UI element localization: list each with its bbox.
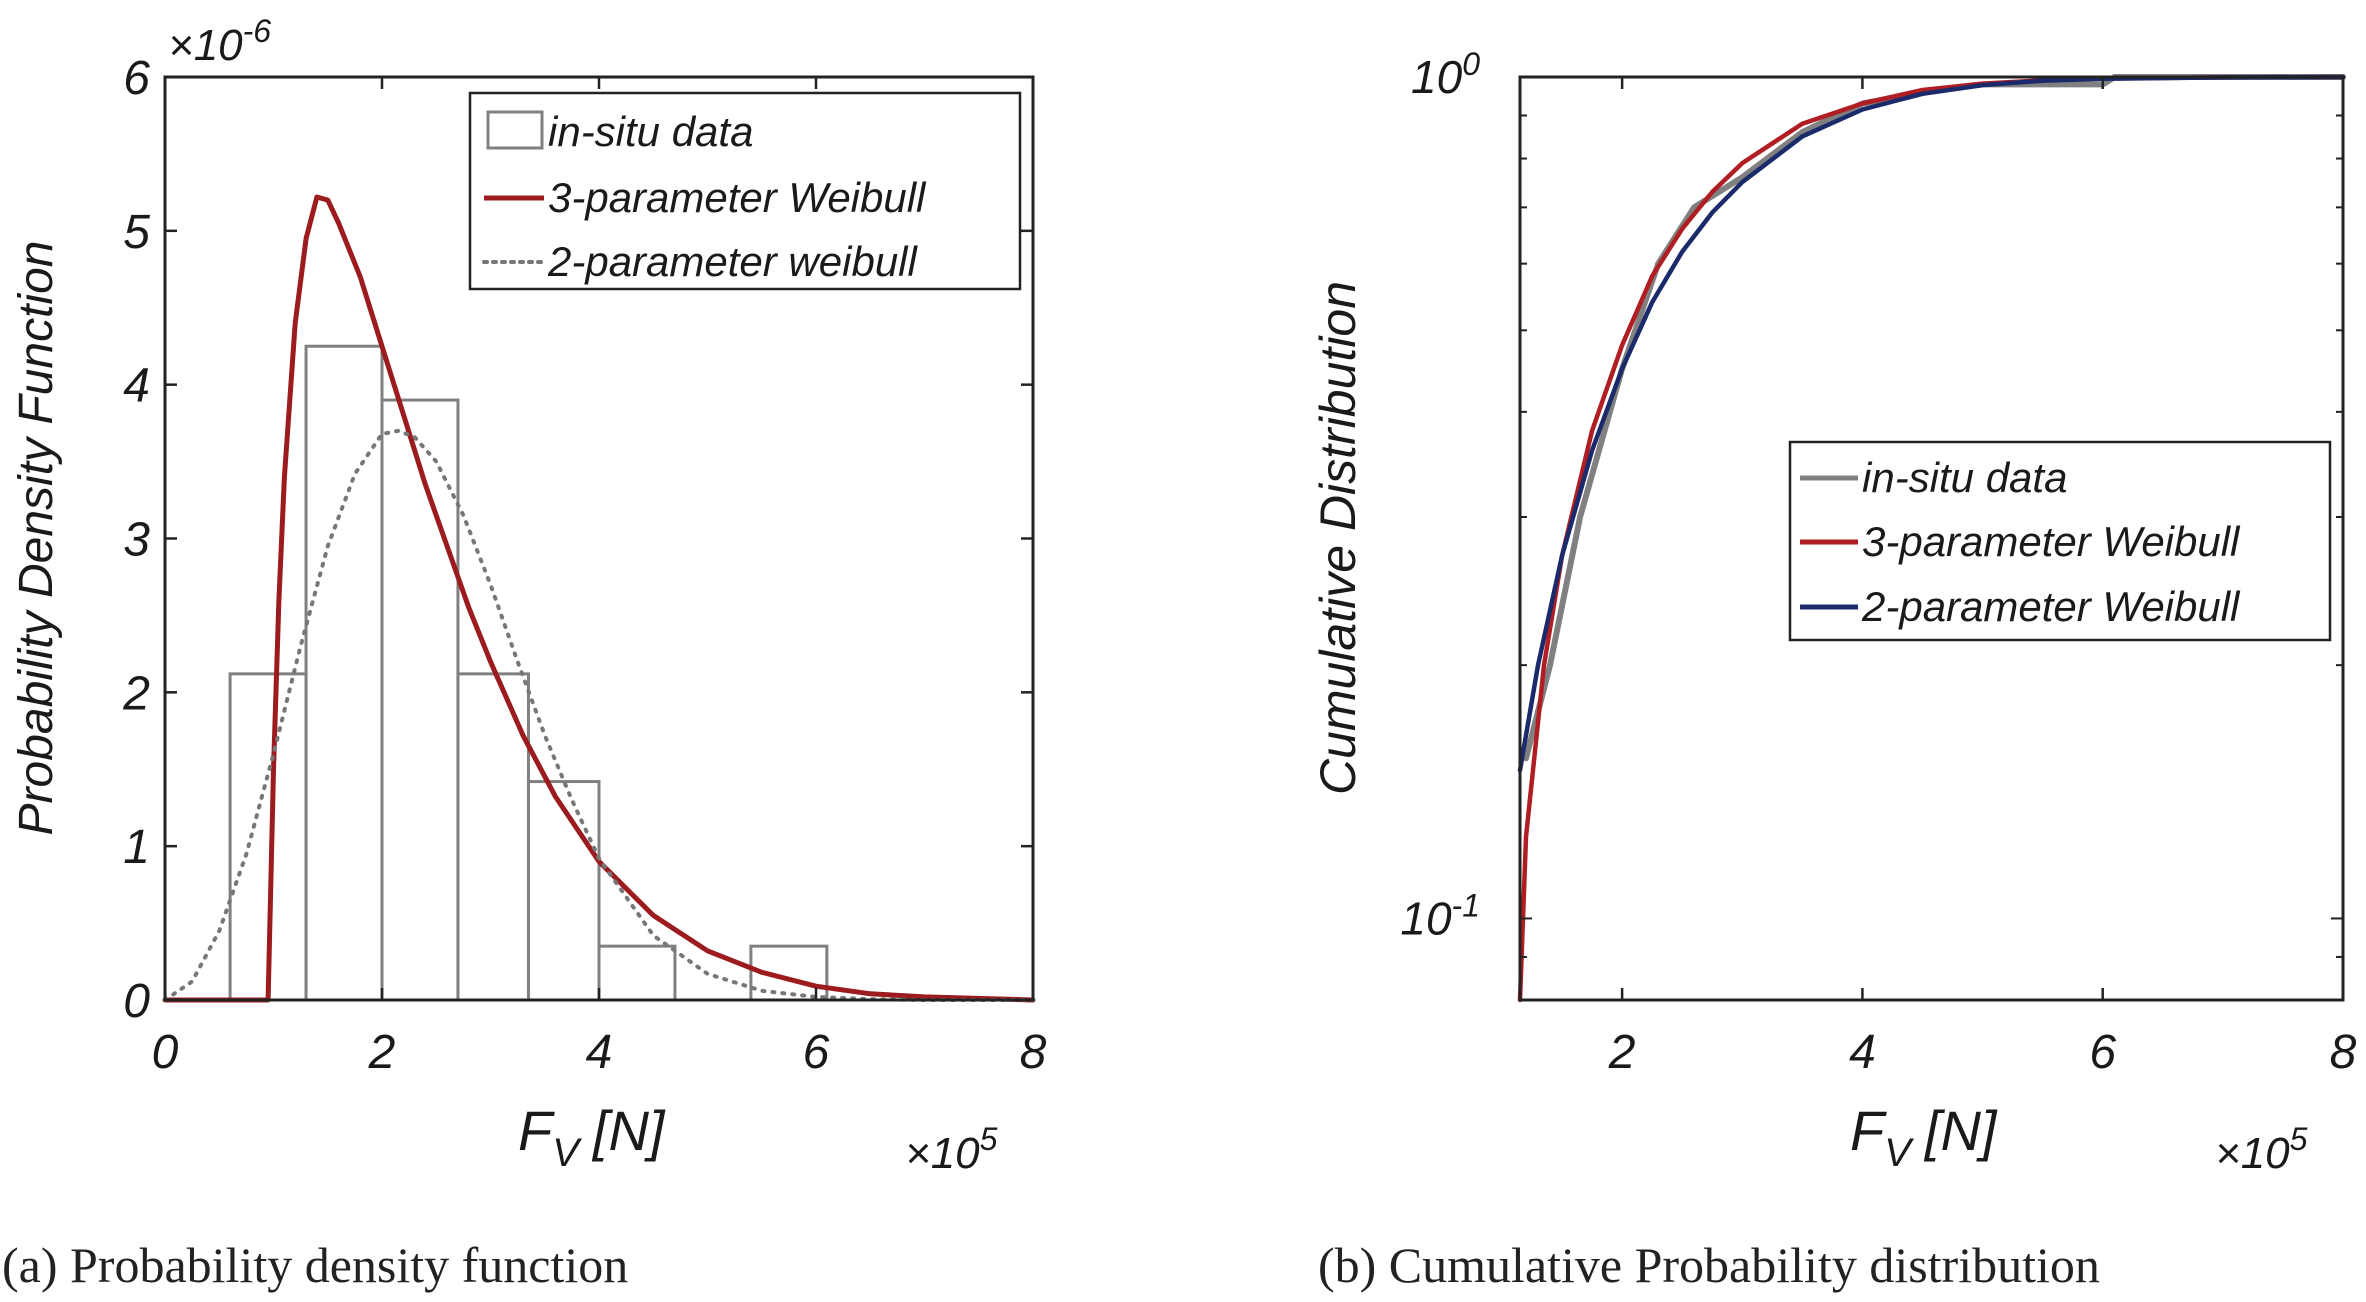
a-y-tick-label: 5 [123,206,150,259]
b-legend-label-2p: 2-parameter Weibull [1861,583,2241,630]
a-y-tick-label: 6 [123,52,150,105]
b-series-2-parameter-weibull [1517,74,2346,773]
b-x-tick-label: 4 [1849,1026,1876,1079]
a-y-axis-label: Probability Density Function [10,241,63,836]
b-y-tick-label: 100 [1411,46,1480,103]
a-legend-label-in-situ: in-situ data [548,108,753,155]
a-x-tick-label: 2 [368,1026,396,1079]
b-y-tick-label-exp: -1 [1452,887,1480,923]
a-panel-caption: (a) Probability density function [2,1237,628,1293]
b-x-tick-label: 2 [1608,1026,1636,1079]
a-y-tick-label: 2 [122,667,150,720]
b-legend-label-in-situ: in-situ data [1862,454,2067,501]
a-x-tick-label: 6 [803,1026,830,1079]
b-plot-frame [1518,75,2345,1002]
a-y-tick-label: 1 [123,821,150,874]
panel-a-pdf-chart: 0 2 4 6 8 0 1 2 3 4 5 6 ×10-6 ×105 FV [N] Probabilit… [2,13,1047,1293]
a-legend-label-2p: 2-parameter weibull [547,238,919,285]
b-x-tick-label: 6 [2089,1026,2116,1079]
a-histogram-bars [228,344,829,1002]
b-legend: in-situ data 3-parameter Weibull 2-param… [1788,440,2332,642]
b-y-tick-label: 10-1 [1400,887,1480,944]
b-panel-caption: (b) Cumulative Probability distribution [1318,1237,2100,1293]
b-series-in-situ-data [1523,74,2346,762]
a-y-tick-label: 3 [123,514,150,567]
a-hist-bar [304,344,384,1002]
b-y-axis-label: Cumulative Distribution [1310,281,1366,795]
a-curves-layer [162,194,1036,1003]
b-curves-layer [1517,74,2346,1003]
b-x-axis-label: FV [N] [1850,1099,1998,1175]
a-x-multiplier: ×105 [905,1121,998,1178]
a-hist-bar [597,944,677,1002]
a-series-2-parameter-weibull [163,428,1035,1002]
b-legend-box [1788,440,2332,642]
a-x-tick-label: 8 [1020,1026,1047,1079]
b-x-multiplier: ×105 [2215,1121,2308,1178]
a-legend-swatch-in-situ [486,110,544,150]
a-legend: in-situ data 3-parameter Weibull 2-param… [468,91,1022,291]
a-legend-box [468,91,1022,291]
b-y-tick-label-exp: 0 [1462,46,1480,82]
a-legend-label-3p: 3-parameter Weibull [548,174,927,221]
a-hist-bar [526,780,601,1002]
a-y-multiplier: ×10-6 [168,13,271,70]
a-y-tick-label: 0 [123,975,150,1028]
a-y-tick-label: 4 [123,360,150,413]
a-x-axis-label: FV [N] [518,1099,666,1175]
a-axis-ticks: 0 2 4 6 8 0 1 2 3 4 5 6 [122,52,1046,1079]
a-x-tick-label: 0 [152,1026,179,1079]
a-hist-bar [380,398,460,1002]
a-x-tick-label: 4 [586,1026,613,1079]
b-x-tick-label: 8 [2330,1026,2357,1079]
b-y-tick-label-base: 10 [1411,51,1463,103]
b-legend-label-3p: 3-parameter Weibull [1862,518,2241,565]
b-y-tick-label-base: 10 [1400,892,1452,944]
a-series-3-parameter-weibull [162,194,1036,1003]
